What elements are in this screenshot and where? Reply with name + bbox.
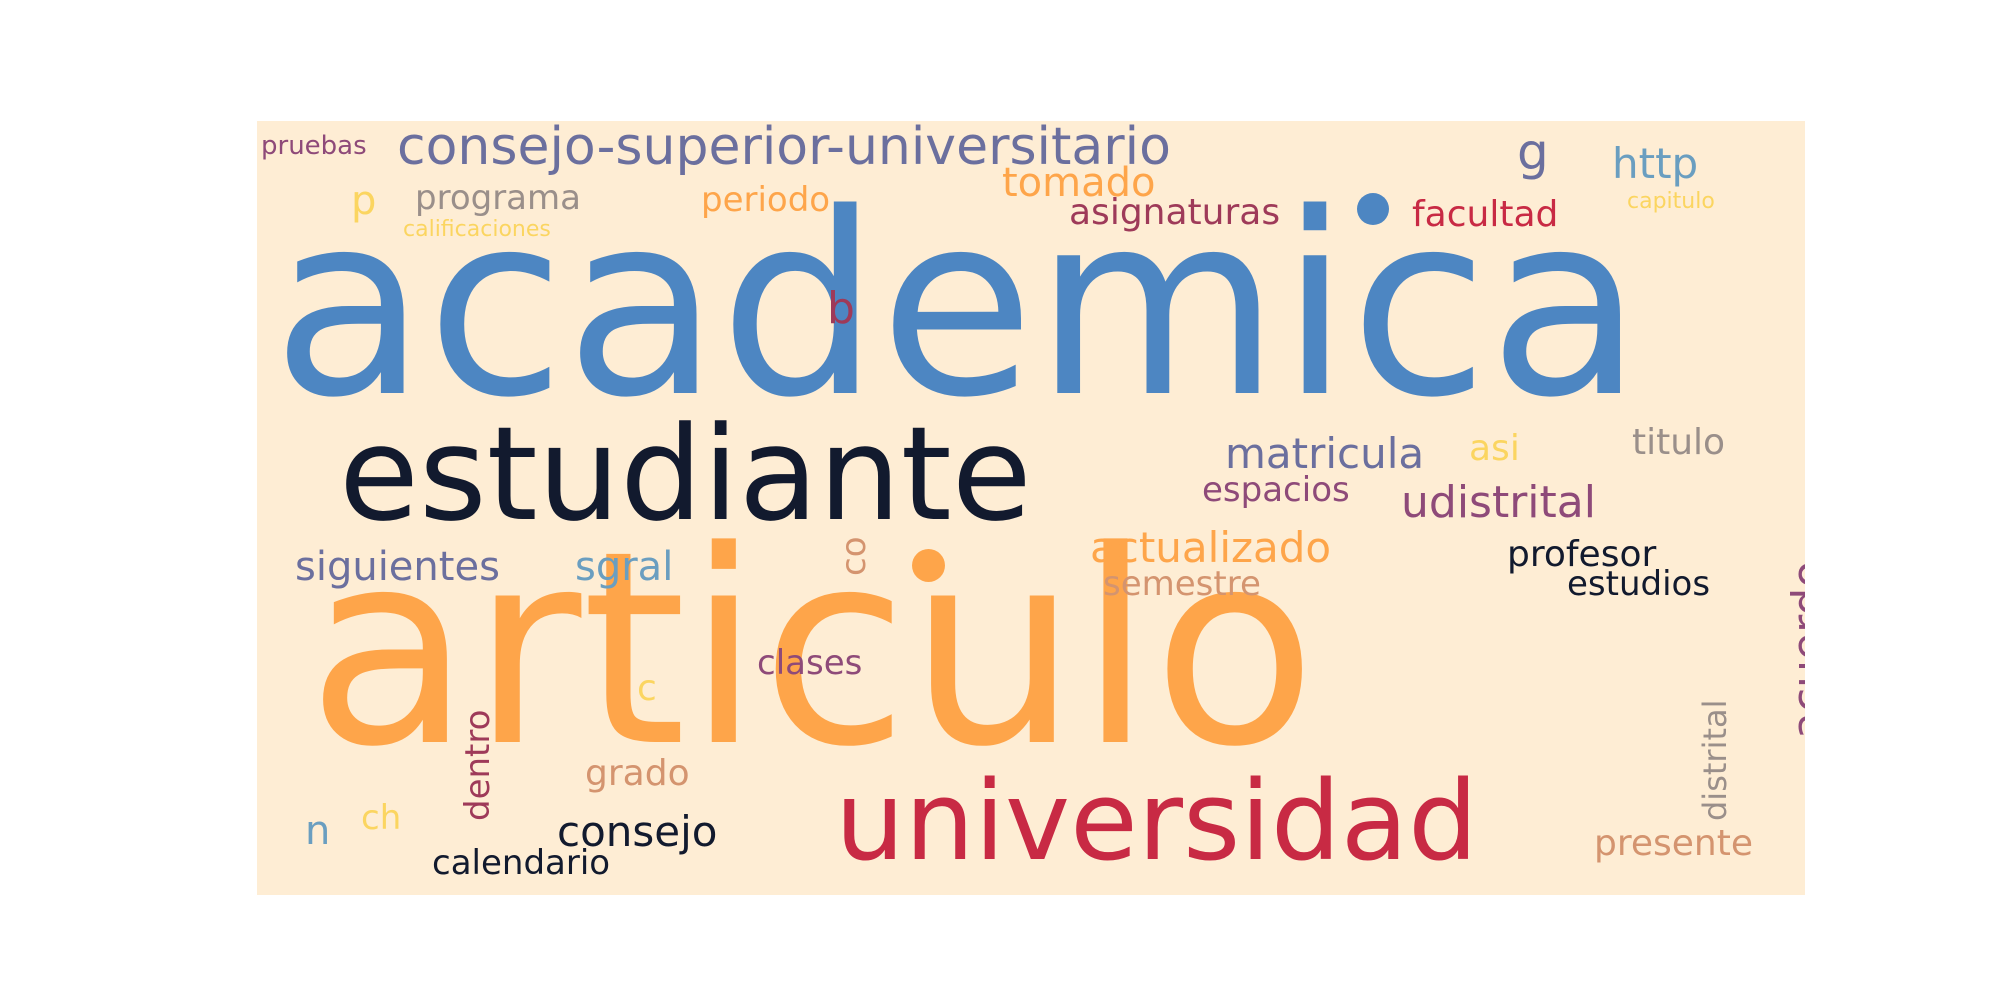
word-b: b	[827, 283, 855, 334]
word-dentro: dentro	[458, 709, 498, 821]
word-capitulo: capitulo	[1627, 189, 1715, 214]
word-asi: asi	[1469, 428, 1520, 469]
word-periodo: periodo	[701, 180, 831, 220]
dot-marker	[912, 549, 945, 582]
word-academica: academica	[272, 160, 1643, 453]
word-co: co	[834, 536, 874, 577]
word-udistrital: udistrital	[1401, 477, 1596, 528]
word-facultad: facultad	[1412, 194, 1559, 235]
word-clases: clases	[757, 643, 863, 683]
word-presente: presente	[1594, 823, 1753, 864]
word-profesor: profesor	[1507, 534, 1657, 575]
word-calendario: calendario	[432, 843, 611, 883]
word-estudios: estudios	[1567, 564, 1711, 604]
word-acuerdo: acuerdo	[1783, 560, 1805, 739]
word-titulo: titulo	[1632, 422, 1726, 463]
word-cloud: academica articulo estudiante universida…	[257, 121, 1805, 895]
word-http: http	[1612, 139, 1699, 188]
word-calificaciones: calificaciones	[403, 217, 551, 242]
word-pruebas: pruebas	[261, 131, 367, 161]
word-articulo: articulo	[307, 494, 1317, 806]
word-estudiante: estudiante	[339, 398, 1032, 550]
dot-marker	[1357, 193, 1389, 225]
word-siguientes: siguientes	[295, 544, 500, 590]
word-semestre: semestre	[1103, 564, 1261, 604]
word-actualizado: actualizado	[1090, 523, 1332, 572]
word-espacios: espacios	[1202, 470, 1350, 510]
word-sgral: sgral	[575, 544, 674, 590]
word-universidad: universidad	[835, 757, 1478, 885]
word-consejo-superior-universitario: consejo-superior-universitario	[397, 121, 1171, 177]
word-grado: grado	[585, 753, 690, 794]
word-p: p	[351, 178, 377, 224]
word-g: g	[1517, 123, 1549, 181]
word-c: c	[637, 668, 657, 709]
word-tomado: tomado	[1002, 160, 1156, 206]
word-distrital: distrital	[1696, 699, 1734, 821]
word-consejo: consejo	[557, 807, 718, 856]
word-matricula: matricula	[1225, 429, 1425, 478]
word-ch: ch	[361, 798, 402, 838]
word-n: n	[305, 808, 331, 854]
word-asignaturas: asignaturas	[1069, 192, 1281, 233]
word-programa: programa	[415, 178, 581, 218]
